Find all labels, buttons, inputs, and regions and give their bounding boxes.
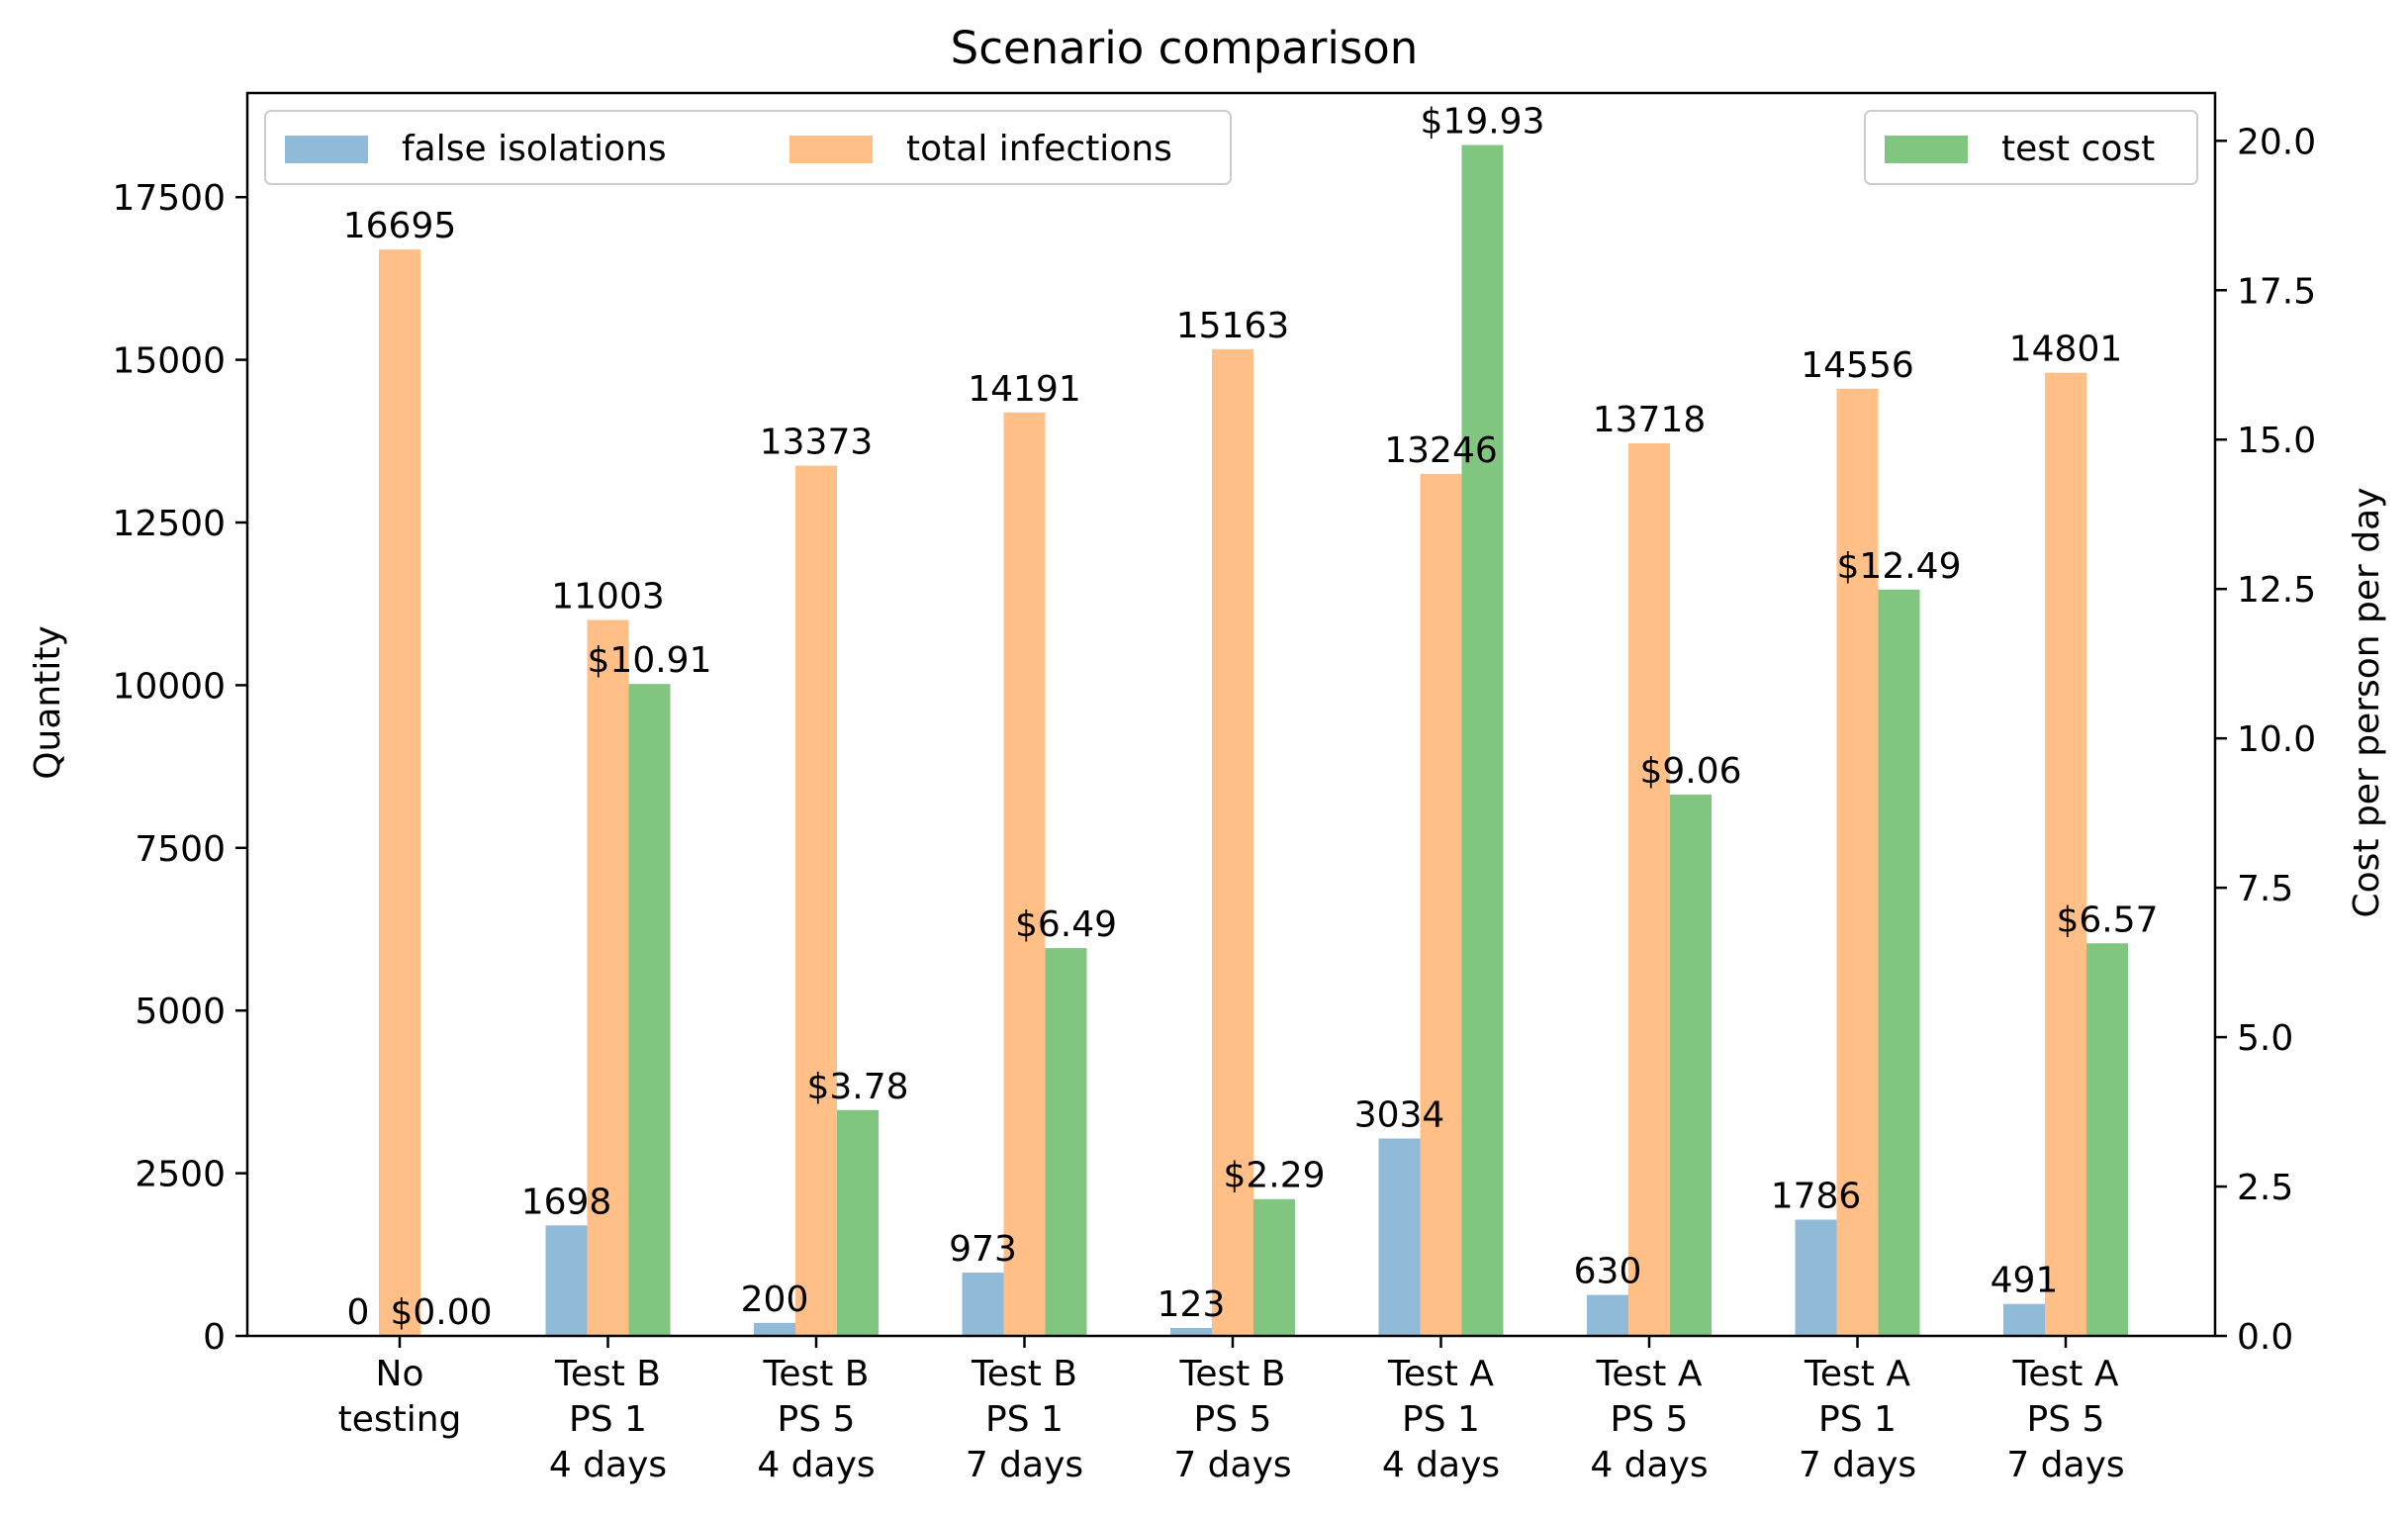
y-left-tick-label-2: 5000 [135, 992, 226, 1032]
y-left-tick-label-7: 17500 [112, 178, 226, 219]
bar-label-total-infections-4: 15163 [1176, 306, 1290, 346]
y-right-tick-label-8: 20.0 [2237, 122, 2316, 162]
y-left-tick-label-5: 12500 [112, 504, 226, 544]
bar-label-false-isolations-6: 630 [1574, 1252, 1642, 1292]
legends-group: false isolations total infections test cos… [264, 110, 2198, 185]
bar-label-total-infections-8: 14801 [2009, 330, 2123, 370]
bar-test-cost-2 [837, 1109, 879, 1336]
y-right-tick-label-2: 5.0 [2237, 1018, 2293, 1059]
legend-right [1864, 110, 2198, 185]
legend-swatch-false-isolations [285, 136, 368, 163]
x-tick-label-0: No testing [338, 1354, 462, 1440]
y-right-tick-label-0: 0.0 [2237, 1317, 2293, 1358]
bar-false-isolations-2 [754, 1322, 795, 1336]
y-right-tick-label-1: 2.5 [2237, 1168, 2293, 1208]
y-left-tick-label-3: 7500 [135, 829, 226, 870]
bar-total-infections-0 [379, 249, 420, 1336]
bar-label-total-infections-5: 13246 [1384, 430, 1498, 471]
bar-label-test-cost-3: $6.49 [1015, 904, 1117, 945]
bar-label-test-cost-5: $19.93 [1421, 102, 1545, 142]
bar-test-cost-3 [1045, 948, 1087, 1336]
y-axis-right-label: Cost per person per day [2347, 487, 2387, 917]
y-right-tick-label-3: 7.5 [2237, 869, 2293, 909]
bar-label-test-cost-2: $3.78 [806, 1067, 908, 1107]
bar-total-infections-5 [1420, 473, 1462, 1336]
bar-label-false-isolations-1: 1698 [521, 1182, 612, 1222]
bar-label-test-cost-0: $0.00 [390, 1292, 492, 1333]
bar-label-test-cost-7: $12.49 [1837, 546, 1962, 587]
bars-group [379, 144, 2128, 1337]
bar-labels-group: 0 1698 200 973 123 3034 630 1786 491 16695 11003 13… [343, 102, 2159, 1333]
bar-label-total-infections-0: 16695 [343, 206, 457, 246]
bar-total-infections-8 [2045, 372, 2086, 1336]
legend-left [264, 110, 1232, 185]
y-right-tick-label-4: 10.0 [2237, 719, 2316, 760]
legend-swatch-total-infections [789, 136, 873, 163]
bar-test-cost-5 [1461, 144, 1504, 1336]
y-right-tick-label-6: 15.0 [2237, 421, 2316, 461]
chart-title: Scenario comparison [951, 22, 1419, 74]
bar-false-isolations-6 [1587, 1294, 1628, 1336]
bar-label-false-isolations-5: 3034 [1354, 1094, 1445, 1135]
bar-label-test-cost-8: $6.57 [2056, 900, 2158, 940]
bar-label-test-cost-4: $2.29 [1223, 1156, 1325, 1196]
bar-total-infections-2 [795, 465, 837, 1337]
bar-false-isolations-8 [2003, 1303, 2045, 1336]
bar-label-total-infections-1: 11003 [551, 576, 665, 617]
bar-false-isolations-4 [1170, 1327, 1212, 1336]
legend-label-test-cost: test cost [2001, 129, 2155, 169]
bar-label-false-isolations-4: 123 [1158, 1284, 1226, 1325]
bar-label-total-infections-7: 14556 [1801, 345, 1914, 386]
bar-label-total-infections-3: 14191 [968, 369, 1081, 410]
bar-false-isolations-3 [962, 1273, 1004, 1336]
legend-label-total-infections: total infections [906, 129, 1172, 169]
y-axis-left-label: Quantity [28, 625, 68, 780]
bar-label-test-cost-6: $9.06 [1639, 751, 1741, 792]
bar-label-false-isolations-0: 0 [347, 1292, 370, 1333]
bar-total-infections-1 [587, 619, 629, 1336]
y-right-tick-label-7: 17.5 [2237, 271, 2316, 312]
y-left-tick-label-0: 0 [203, 1317, 226, 1358]
bar-label-false-isolations-3: 973 [949, 1229, 1017, 1270]
bar-test-cost-7 [1878, 589, 1920, 1336]
bar-label-total-infections-2: 13373 [760, 423, 874, 463]
bar-test-cost-1 [628, 684, 671, 1336]
legend-label-false-isolations: false isolations [402, 129, 667, 169]
bar-test-cost-8 [2086, 943, 2128, 1336]
bar-label-test-cost-1: $10.91 [588, 640, 712, 681]
bar-total-infections-7 [1836, 388, 1879, 1336]
bar-total-infections-3 [1003, 412, 1046, 1336]
bar-false-isolations-5 [1378, 1138, 1421, 1336]
bar-false-isolations-7 [1795, 1219, 1837, 1336]
bar-label-false-isolations-7: 1786 [1771, 1177, 1862, 1217]
y-right-tick-label-5: 12.5 [2237, 570, 2316, 611]
bar-test-cost-6 [1670, 794, 1712, 1336]
y-left-tick-label-1: 2500 [135, 1155, 226, 1195]
plot-frame [245, 91, 2217, 1338]
bar-label-false-isolations-2: 200 [741, 1280, 809, 1320]
bar-total-infections-6 [1628, 442, 1670, 1336]
y-left-tick-label-4: 10000 [112, 666, 226, 707]
y-left-tick-label-6: 15000 [112, 341, 226, 382]
legend-swatch-test-cost [1885, 136, 1968, 163]
bar-test-cost-4 [1253, 1198, 1295, 1336]
bar-label-total-infections-6: 13718 [1593, 400, 1707, 440]
bar-label-false-isolations-8: 491 [1991, 1261, 2059, 1301]
bar-total-infections-4 [1212, 348, 1253, 1336]
bar-false-isolations-1 [545, 1225, 588, 1336]
